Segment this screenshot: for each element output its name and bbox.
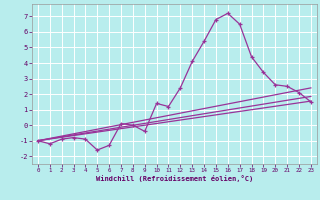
X-axis label: Windchill (Refroidissement éolien,°C): Windchill (Refroidissement éolien,°C) xyxy=(96,175,253,182)
